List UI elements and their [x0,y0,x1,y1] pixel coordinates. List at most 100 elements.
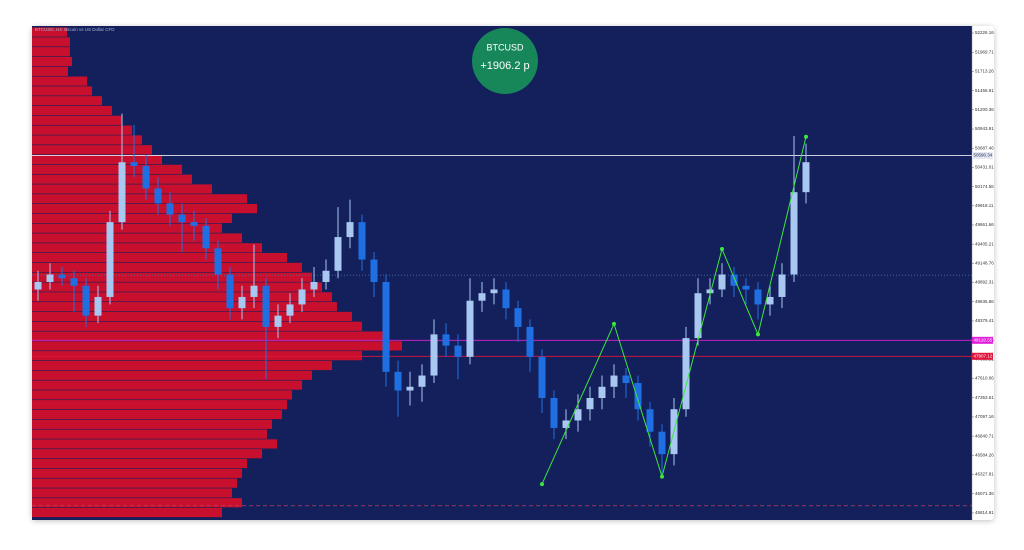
profile-bar [32,223,222,233]
candle-body [214,248,222,275]
y-tick-label: 49405.21 [975,241,994,246]
y-tick-label: 48379.41 [975,318,994,323]
badge [472,28,538,94]
zigzag-line [541,136,807,485]
candle-body [694,293,702,339]
profile-bar [32,96,102,106]
profile-bar [32,272,312,282]
candle-body [406,386,414,391]
profile-bar [32,449,262,459]
candle-body [70,278,78,286]
profile-bar [32,37,70,47]
y-tick-label: 47097.16 [975,414,994,419]
candle-body [334,237,342,271]
y-tick-label: 48635.86 [975,299,994,304]
candle-body [58,274,66,279]
candle-body [550,397,558,428]
profile-bar [32,203,257,214]
profile-bar [32,76,87,86]
candle-body [394,371,402,391]
profile-bar [32,174,192,184]
profile-bar [32,409,282,420]
y-tick-label: 51713.26 [975,69,994,74]
candle-body [622,375,630,384]
y-tick-label: 46071.36 [975,491,994,496]
profile-bar [32,164,182,174]
profile-bar [32,498,242,508]
candle-body [358,222,366,260]
candle-body [46,274,54,282]
y-tick-label: 50431.01 [975,165,994,170]
candle-body [94,296,102,316]
y-tick-label: 47610.06 [975,376,994,381]
candle-body [286,304,294,316]
profile-bar [32,154,162,165]
candle-body [802,162,810,193]
profile-bar [32,400,287,410]
profile-bar [32,135,142,145]
candle-body [754,289,762,305]
profile-bar [32,213,232,223]
y-tick-label: 49661.66 [975,222,994,227]
zigzag-point [612,321,616,326]
badge-change: +1906.2 p [480,60,529,72]
profile-bar [32,302,337,312]
profile-bar [32,360,332,371]
profile-bar [32,282,322,292]
candle-body [718,274,726,290]
candle-body [586,397,594,410]
profile-bar [32,262,302,273]
y-tick-label: 47353.61 [975,395,994,400]
candle-body [538,356,546,398]
candle-body [322,270,330,282]
profile-bar [32,243,262,253]
candle-body [142,165,150,189]
y-tick-label: 48892.31 [975,280,994,285]
candle-body [238,296,246,309]
level-label: 47907.12 [974,353,993,358]
y-tick-label: 52226.16 [975,30,994,35]
candle-body [526,326,534,357]
candle-body [298,289,306,305]
y-tick-label: 49148.76 [975,261,994,266]
candle-body [706,289,714,294]
profile-bar [32,370,312,380]
candle-body [202,225,210,249]
profile-bar [32,253,287,263]
profile-bar [32,66,68,76]
candle-body [634,383,642,410]
candle-body [514,308,522,327]
y-tick-label: 50687.46 [975,145,994,150]
candle-body [502,289,510,309]
level-label: 48120.55 [974,338,993,343]
zigzag-point [720,247,724,252]
candle-body [262,285,270,327]
candle-body [118,162,126,223]
chart-title: BTCUSD, H4: Bitcoin vs US Dollar CFD [35,27,115,32]
level-tag [972,336,993,344]
candle-body [766,296,774,305]
candle-body [106,222,114,297]
candle-body [382,281,390,372]
profile-bar [32,429,267,439]
profile-bar [32,86,92,96]
y-tick-label: 51456.81 [975,88,994,93]
profile-bar [32,478,237,488]
candle-body [166,203,174,215]
profile-bar [32,390,292,400]
y-tick-label: 50174.56 [975,184,994,189]
profile-bar [32,488,232,498]
profile-bar [32,125,132,135]
badge-symbol: BTCUSD [486,42,524,52]
y-tick-label: 45814.91 [975,510,994,515]
y-tick-label: 46840.71 [975,433,994,438]
candle-body [82,285,90,316]
candle-body [154,188,162,204]
profile-bar [32,341,402,351]
candle-body [274,315,282,327]
candle-body [598,386,606,398]
profile-bar [32,194,247,204]
candle-body [790,192,798,275]
candle-body [190,222,198,226]
